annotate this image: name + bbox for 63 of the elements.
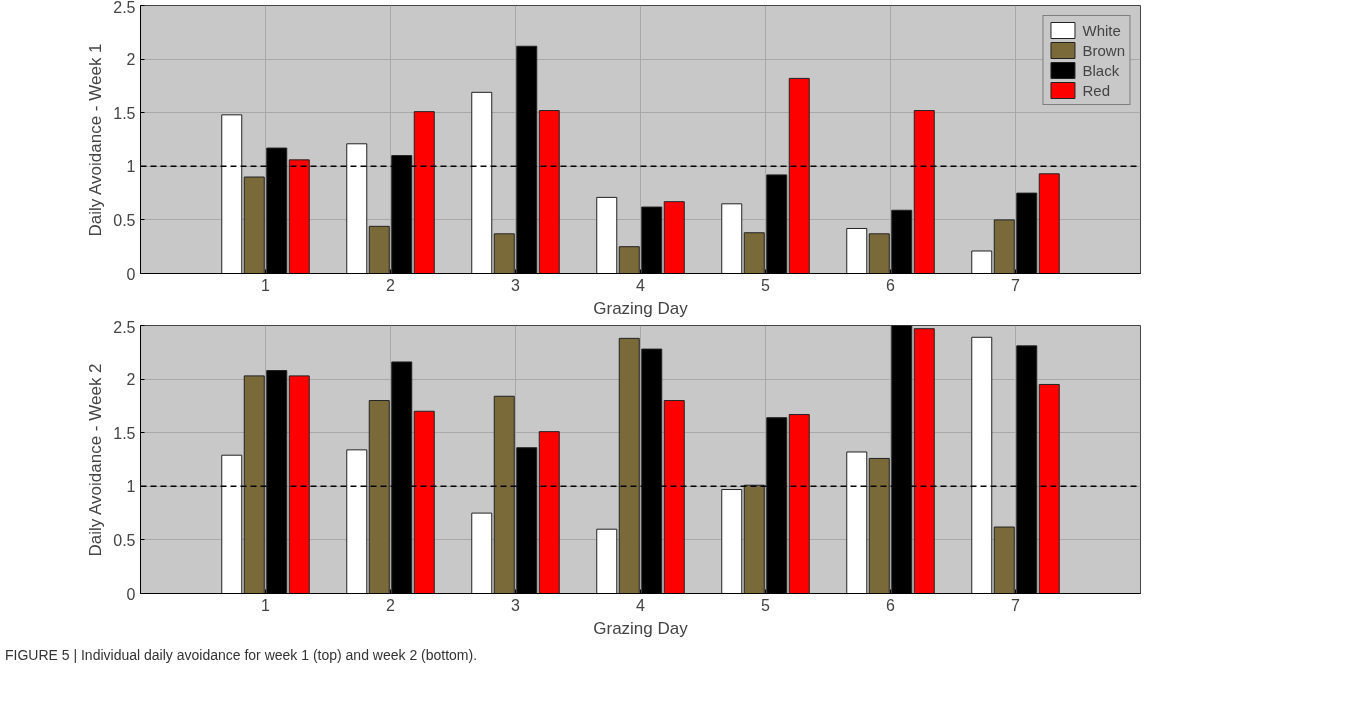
y-tick-label: 1: [126, 158, 136, 176]
bar: [538, 431, 560, 594]
bar: [221, 114, 243, 274]
bar: [596, 196, 618, 274]
x-tick-label: 7: [1011, 596, 1021, 614]
y-tick-label: 0.5: [113, 211, 136, 229]
x-tick-label: 5: [761, 596, 771, 614]
y-tick-label: 1: [126, 478, 136, 496]
bar: [788, 413, 810, 594]
bar: [913, 110, 935, 274]
bar: [971, 250, 993, 274]
legend-label: Black: [1082, 61, 1120, 79]
x-tick-label: 4: [636, 276, 646, 294]
bar: [846, 227, 868, 274]
y-tick-label: 2: [126, 371, 136, 389]
y-axis-title: Daily Avoidance - Week 1: [86, 43, 106, 237]
bar: [596, 528, 618, 594]
bar: [663, 201, 685, 274]
y-tick-label: 2.5: [113, 318, 136, 336]
x-tick-label: 3: [511, 596, 521, 614]
bar: [288, 159, 310, 274]
y-tick-label: 0: [126, 585, 136, 603]
legend-label: White: [1082, 21, 1121, 39]
bar: [971, 336, 993, 594]
legend-label: Brown: [1082, 41, 1125, 59]
x-tick-label: 7: [1011, 276, 1021, 294]
bar: [1038, 383, 1060, 594]
x-tick-label: 3: [511, 276, 521, 294]
bar: [221, 454, 243, 594]
x-tick-label: 5: [761, 276, 771, 294]
y-tick-label: 0: [126, 265, 136, 283]
x-tick-label: 6: [886, 596, 896, 614]
x-axis-title: Grazing Day: [593, 618, 689, 638]
legend-label: Red: [1082, 81, 1110, 99]
x-tick-label: 4: [636, 596, 646, 614]
y-tick-label: 0.5: [113, 531, 136, 549]
bar: [721, 489, 743, 594]
y-tick-label: 1.5: [113, 104, 136, 122]
bar: [346, 449, 368, 594]
x-tick-label: 2: [386, 276, 396, 294]
x-tick-label: 1: [261, 276, 271, 294]
bar: [663, 400, 685, 594]
bar: [913, 328, 935, 594]
bar: [846, 451, 868, 594]
y-tick-label: 1.5: [113, 424, 136, 442]
bar: [346, 143, 368, 274]
bar: [1038, 173, 1060, 274]
y-axis-title: Daily Avoidance - Week 2: [86, 363, 106, 557]
bar: [413, 111, 435, 274]
y-tick-label: 2: [126, 51, 136, 69]
bar: [288, 375, 310, 594]
x-tick-label: 1: [261, 596, 271, 614]
bar: [538, 110, 560, 274]
bar: [788, 77, 810, 274]
y-tick-label: 2.5: [113, 0, 136, 16]
x-axis-title: Grazing Day: [593, 298, 689, 318]
x-tick-label: 2: [386, 596, 396, 614]
bar: [471, 512, 493, 594]
caption: FIGURE 5 | Individual daily avoidance for week 1 (top) and week 2 (bottom).: [5, 646, 478, 665]
bar: [471, 91, 493, 274]
bar: [413, 410, 435, 594]
bar: [721, 203, 743, 274]
x-tick-label: 6: [886, 276, 896, 294]
